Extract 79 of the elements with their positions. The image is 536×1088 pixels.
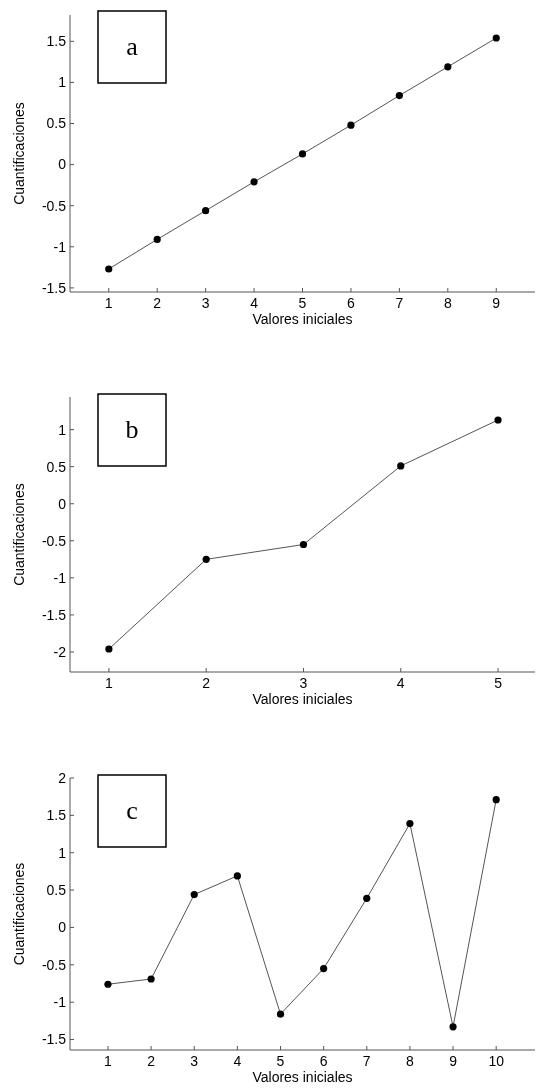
x-tick-label: 7 [395, 295, 404, 311]
y-tick-label: -1 [53, 994, 67, 1011]
x-tick-label: 6 [319, 1053, 328, 1069]
y-tick-label: 0 [58, 495, 67, 512]
y-tick-label: 0.5 [46, 115, 67, 132]
annotation: a [126, 32, 139, 61]
x-tick-label: 9 [492, 295, 501, 311]
point [276, 1010, 285, 1018]
x-tick-label: 9 [449, 1053, 458, 1069]
point [320, 964, 328, 973]
x-tick-label: 2 [153, 295, 162, 311]
y-tick-label: -0.5 [41, 532, 67, 549]
y-tick-label: 1 [58, 844, 67, 861]
point [494, 416, 502, 424]
x-tick-label: 2 [147, 1053, 156, 1069]
y-tick-label: 1 [58, 74, 67, 91]
point [105, 645, 113, 653]
point [347, 121, 355, 129]
annotation: b [125, 415, 139, 444]
point [233, 872, 241, 880]
point [153, 235, 161, 243]
x-axis-title: Valores iniciales [252, 311, 353, 327]
x-tick-label: 5 [494, 675, 503, 691]
x-tick-label: 2 [202, 675, 211, 691]
x-tick-label: 1 [104, 1053, 113, 1069]
point [395, 91, 403, 100]
x-tick-label: 8 [406, 1053, 415, 1069]
y-tick-label: -1.5 [41, 1031, 67, 1048]
annotation: c [126, 796, 138, 825]
y-tick-label: -1 [53, 238, 67, 255]
x-tick-label: 7 [362, 1053, 371, 1069]
point [250, 178, 258, 186]
point [298, 150, 307, 158]
x-tick-label: 6 [347, 295, 356, 311]
y-tick-label: 1.5 [46, 33, 67, 50]
point [444, 63, 452, 71]
point [449, 1023, 457, 1031]
x-tick-label: 1 [104, 295, 113, 311]
y-axis-title: Cuantificaciones [11, 483, 27, 586]
y-tick-label: 1.5 [46, 807, 67, 824]
point [299, 540, 308, 549]
x-tick-label: 3 [201, 295, 210, 311]
point [492, 34, 500, 42]
x-tick-label: 4 [233, 1053, 242, 1069]
y-tick-label: 2 [58, 769, 67, 786]
y-tick-label: 0 [58, 156, 67, 173]
y-tick-label: 1 [58, 421, 67, 438]
point [104, 980, 112, 988]
point [190, 890, 198, 899]
y-tick-label: -1.5 [41, 606, 67, 623]
x-tick-label: 3 [299, 675, 308, 691]
x-tick-label: 1 [105, 675, 114, 691]
x-axis-title: Valores iniciales [252, 1069, 353, 1085]
point [397, 462, 405, 470]
point [202, 207, 210, 215]
x-tick-label: 10 [488, 1053, 505, 1069]
y-tick-label: -1.5 [41, 279, 67, 296]
x-tick-label: 4 [250, 295, 259, 311]
y-tick-label: -2 [53, 643, 67, 660]
y-tick-label: -0.5 [41, 197, 67, 214]
point [147, 975, 155, 983]
point [406, 819, 414, 828]
y-tick-label: -0.5 [41, 956, 67, 973]
x-tick-label: 8 [443, 295, 452, 311]
y-axis-title: Cuantificaciones [11, 102, 27, 205]
y-tick-label: 0.5 [46, 458, 67, 475]
x-tick-label: 5 [276, 1053, 285, 1069]
y-tick-label: -1 [53, 569, 67, 586]
x-axis-title: Valores iniciales [252, 691, 353, 707]
x-tick-label: 4 [396, 675, 405, 691]
point [492, 796, 500, 804]
point [363, 894, 371, 902]
point [202, 555, 210, 563]
y-tick-label: 0.5 [46, 881, 67, 898]
y-axis-title: Cuantificaciones [11, 862, 27, 966]
point [105, 265, 113, 273]
y-tick-label: 0 [58, 919, 67, 936]
x-tick-label: 5 [298, 295, 307, 311]
x-tick-label: 3 [190, 1053, 199, 1069]
